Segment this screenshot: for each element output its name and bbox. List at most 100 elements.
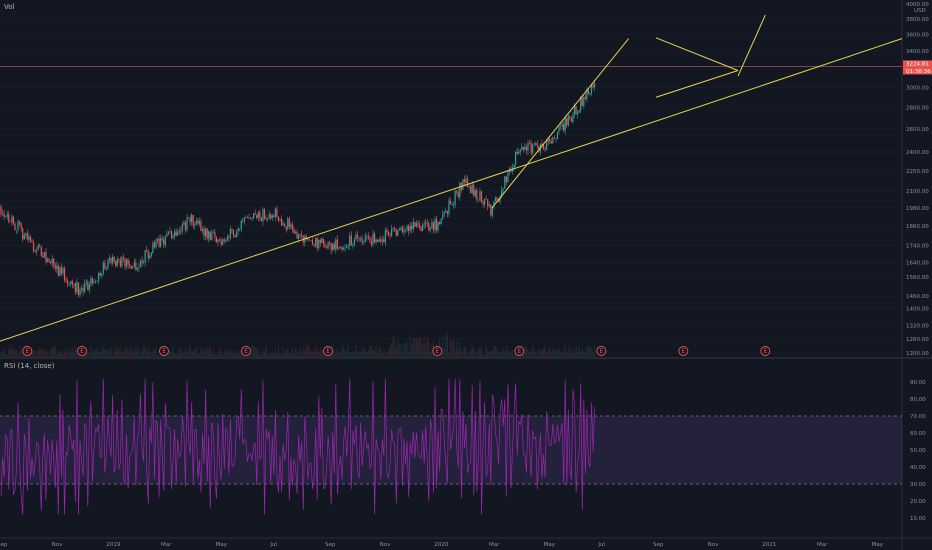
volume-bar — [364, 349, 366, 357]
volume-bar — [214, 353, 216, 357]
volume-bar — [138, 347, 140, 357]
candle-body — [122, 257, 125, 259]
candle-body — [160, 238, 162, 247]
rsi-legend-label[interactable]: RSI (14, close) — [4, 362, 55, 370]
rsi-tick-label: 30.00 — [910, 482, 926, 488]
candle-body — [194, 224, 196, 226]
candle-body — [146, 250, 148, 252]
volume-bar — [183, 350, 185, 357]
volume-bar — [93, 348, 95, 357]
volume-bar — [414, 337, 416, 357]
candle-body — [59, 267, 61, 276]
trendlines[interactable] — [0, 14, 903, 342]
volume-bar — [504, 350, 506, 357]
volume-bar — [380, 346, 382, 357]
candle-body — [383, 239, 385, 243]
volume-bar — [324, 354, 326, 357]
price-tick-label: 2600.00 — [906, 127, 929, 133]
rsi-axis[interactable]: 90.00 80.00 70.00 60.00 50.00 40.00 30.00 20.00… — [910, 380, 926, 522]
candle-body — [544, 149, 546, 151]
volume-bar — [60, 350, 63, 357]
candle-body — [205, 228, 207, 236]
candle-body — [325, 246, 328, 249]
volume-bar — [180, 346, 182, 357]
candle-body — [552, 137, 554, 144]
symbol-label: Vol — [4, 3, 15, 11]
volume-bar — [3, 350, 5, 357]
earnings-marker — [159, 346, 169, 356]
candle-body — [153, 242, 156, 248]
time-tick-label: May — [216, 542, 228, 548]
volume-bar — [590, 347, 593, 357]
time-tick-label: Mar — [817, 542, 828, 548]
volume-bar — [88, 352, 90, 357]
candle-body — [118, 259, 120, 261]
volume-bar — [15, 349, 18, 357]
volume-bar — [273, 352, 275, 357]
candle-body — [587, 89, 590, 95]
candle-body — [158, 238, 160, 247]
volume-bar — [507, 350, 509, 357]
candle-body — [37, 245, 39, 250]
volume-bar — [446, 333, 448, 357]
candle-body — [31, 241, 33, 243]
volume-bar — [333, 350, 335, 357]
volume-bar — [170, 352, 173, 357]
candle-body — [90, 278, 92, 285]
volume-bar — [237, 352, 239, 357]
volume-bar — [415, 338, 417, 357]
volume-bar — [12, 348, 14, 357]
earnings-marker — [22, 346, 33, 356]
candle-body — [263, 208, 266, 220]
volume-bar — [177, 354, 179, 357]
time-tick-label: Nov — [708, 542, 719, 548]
volume-bar — [46, 351, 49, 357]
candle-body — [550, 141, 552, 144]
volume-bar — [167, 350, 169, 357]
volume-bar — [206, 347, 208, 357]
candle-body — [212, 232, 214, 233]
current-price-label: 3224.81 — [906, 62, 929, 68]
volume-bar — [513, 353, 515, 357]
price-tick-label: 1400.00 — [906, 306, 929, 312]
candle-body — [479, 191, 481, 201]
volume-bar — [310, 351, 312, 357]
volume-bar — [586, 346, 588, 357]
candle-body — [504, 176, 506, 189]
countdown-tag — [903, 67, 932, 75]
volume-bar — [449, 339, 452, 357]
volume-bar — [125, 346, 128, 357]
candle-body — [324, 243, 326, 247]
time-tick-label: 2021 — [762, 542, 776, 548]
volume-bar — [108, 350, 111, 357]
candle-body — [386, 229, 388, 232]
candle-body — [124, 258, 126, 267]
volume-bar — [232, 354, 235, 357]
candle-body — [307, 238, 309, 241]
candle-body — [518, 151, 520, 155]
volume-bar — [71, 346, 73, 357]
volume-bar — [366, 352, 368, 357]
candle-body — [364, 236, 366, 242]
candle-body — [208, 231, 210, 239]
volume-bar — [40, 348, 42, 357]
candle-body — [70, 280, 72, 284]
candle-body — [581, 97, 583, 106]
volume-bar — [499, 351, 501, 357]
candle-body — [392, 228, 394, 229]
candle-body — [456, 190, 458, 193]
candle-body — [6, 214, 8, 217]
time-axis[interactable]: Sep Nov 2019 Mar May Jul Sep Nov 2020 Mar May Jul Se… — [0, 542, 884, 548]
candle-body — [457, 192, 459, 198]
volume-bar — [32, 350, 35, 357]
volume-bar — [480, 346, 483, 357]
volume-bar — [367, 350, 369, 357]
candle-body — [217, 239, 219, 243]
candle-body — [363, 241, 365, 243]
volume-bar — [349, 354, 351, 357]
candle-body — [415, 223, 417, 227]
volume-bar — [515, 352, 517, 357]
